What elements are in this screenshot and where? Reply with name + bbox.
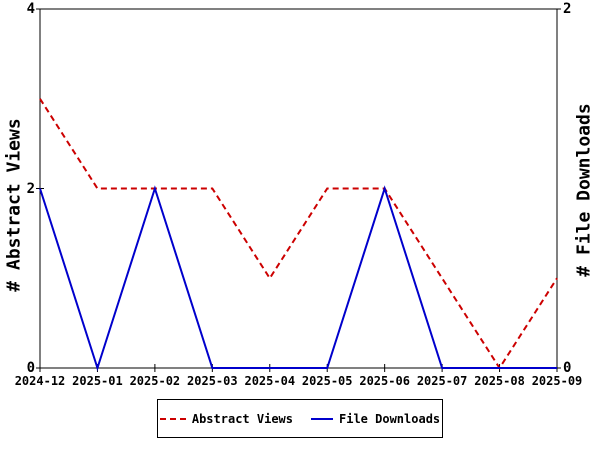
plot-border — [39, 8, 558, 369]
x-tick-label: 2025-07 — [416, 374, 468, 388]
x-tick-label: 2025-06 — [359, 374, 410, 388]
x-tick-label: 2025-01 — [72, 374, 123, 388]
x-tick-label: 2025-03 — [187, 374, 238, 388]
legend-label-abstract-views: Abstract Views — [191, 411, 293, 426]
left-axis-tick-label: 0 — [26, 360, 35, 376]
x-tick-label: 2025-02 — [129, 374, 181, 388]
file-downloads-solid-line-sample — [311, 417, 333, 420]
left-axis-tick-label: 4 — [26, 1, 35, 17]
legend-box: Abstract Views File Downloads — [157, 399, 443, 438]
abstract-views-dashed-line-sample — [159, 417, 186, 420]
right-axis-tick-label: 0 — [563, 360, 572, 376]
x-tick-label: 2025-09 — [531, 374, 583, 388]
abstract-views-line — [39, 98, 558, 370]
left-axis-title: # Abstract Views — [3, 118, 25, 292]
left-axis-tick-label: 2 — [26, 180, 35, 197]
x-tick-label: 2025-05 — [301, 374, 353, 388]
legend-label-file-downloads: File Downloads — [339, 411, 441, 426]
x-tick-label: 2024-12 — [14, 374, 66, 388]
file-downloads-line — [39, 185, 557, 372]
x-tick-label: 2025-08 — [474, 374, 525, 388]
x-tick-label: 2025-04 — [244, 374, 296, 388]
right-axis-title: # File Downloads — [573, 103, 595, 277]
right-axis-tick-label: 2 — [563, 1, 572, 17]
